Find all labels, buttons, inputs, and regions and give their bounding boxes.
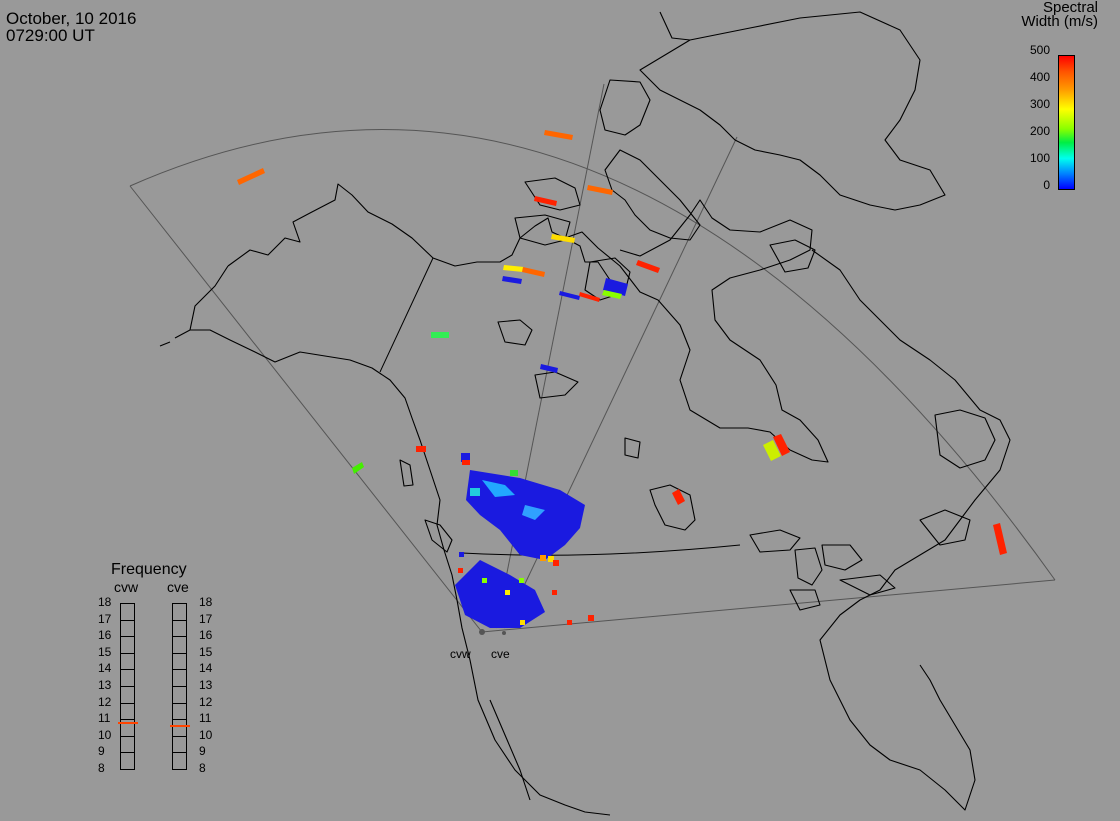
colorbar-tick-label: 500: [1029, 43, 1050, 57]
frequency-tick-left: 11: [98, 711, 111, 726]
fov-outline: [129, 83, 1056, 633]
frequency-tick-left: 13: [98, 678, 112, 692]
frequency-tick-left: 17: [98, 611, 112, 626]
frequency-box-cve: [172, 669, 187, 687]
frequency-tick-right: 11: [199, 711, 212, 726]
colorbar-title-line1: Spectral: [1042, 0, 1098, 16]
radar-site-marker: [479, 629, 485, 635]
radar-echoes: [237, 130, 1007, 628]
frequency-box-cve: [172, 603, 187, 621]
frequency-tick-right: 16: [199, 628, 213, 643]
frequency-box-cvw: [120, 752, 135, 770]
frequency-column-cvw: cvw: [114, 579, 139, 595]
frequency-box-cve: [172, 619, 187, 638]
colorbar-tick-label: 200: [1029, 124, 1050, 138]
frequency-tick-left: 16: [98, 628, 112, 643]
radar-site-marker: [502, 631, 506, 635]
colorbar-gradient: [1058, 55, 1075, 190]
frequency-tick-right: 8: [199, 761, 206, 775]
colorbar-tick-label: 100: [1029, 151, 1050, 165]
frequency-box-cvw: [120, 669, 135, 687]
frequency-box-cve: [172, 686, 187, 704]
frequency-box-cve: [172, 652, 187, 671]
frequency-box-cvw: [120, 652, 135, 671]
frequency-box-cvw: [120, 619, 135, 638]
frequency-box-cve: [172, 752, 187, 770]
frequency-tick-right: 17: [199, 611, 213, 626]
frequency-box-cvw: [120, 702, 135, 721]
colorbar-tick-label: 0: [1043, 178, 1050, 192]
date-label: October, 10 2016: [6, 9, 137, 28]
colorbar-tick-label: 400: [1029, 70, 1050, 84]
frequency-marker-cvw: [118, 721, 138, 724]
frequency-tick-right: 15: [199, 644, 213, 659]
coastlines: [159, 11, 1011, 816]
frequency-marker-cve: [170, 724, 190, 727]
time-label: 0729:00 UT: [6, 26, 95, 45]
frequency-box-cvw: [120, 686, 135, 704]
frequency-tick-right: 14: [199, 661, 213, 676]
frequency-box-cvw: [120, 636, 135, 654]
frequency-tick-right: 12: [199, 694, 213, 709]
frequency-title: Frequency: [111, 561, 187, 578]
frequency-box-cve: [172, 719, 187, 737]
site-label-cve: cve: [491, 647, 510, 661]
frequency-tick-right: 18: [199, 595, 213, 609]
frequency-box-cvw: [120, 603, 135, 621]
frequency-tick-right: 10: [199, 727, 213, 742]
borders: [379, 257, 741, 556]
frequency-tick-left: 18: [98, 595, 112, 609]
colorbar-title-line2: Width (m/s): [1021, 13, 1098, 30]
frequency-tick-left: 12: [98, 694, 112, 709]
colorbar-tick-label: 300: [1029, 97, 1050, 111]
frequency-box-cvw: [120, 735, 135, 754]
site-label-cvw: cvw: [450, 647, 471, 661]
frequency-tick-left: 15: [98, 644, 112, 659]
frequency-tick-left: 8: [98, 761, 105, 775]
frequency-tick-left: 10: [98, 727, 112, 742]
frequency-box-cve: [172, 702, 187, 721]
frequency-column-cve: cve: [167, 579, 189, 595]
frequency-tick-right: 13: [199, 678, 213, 692]
frequency-tick-right: 9: [199, 744, 206, 759]
frequency-box-cve: [172, 735, 187, 754]
frequency-tick-left: 9: [98, 744, 105, 759]
frequency-tick-left: 14: [98, 661, 112, 676]
frequency-box-cve: [172, 636, 187, 654]
